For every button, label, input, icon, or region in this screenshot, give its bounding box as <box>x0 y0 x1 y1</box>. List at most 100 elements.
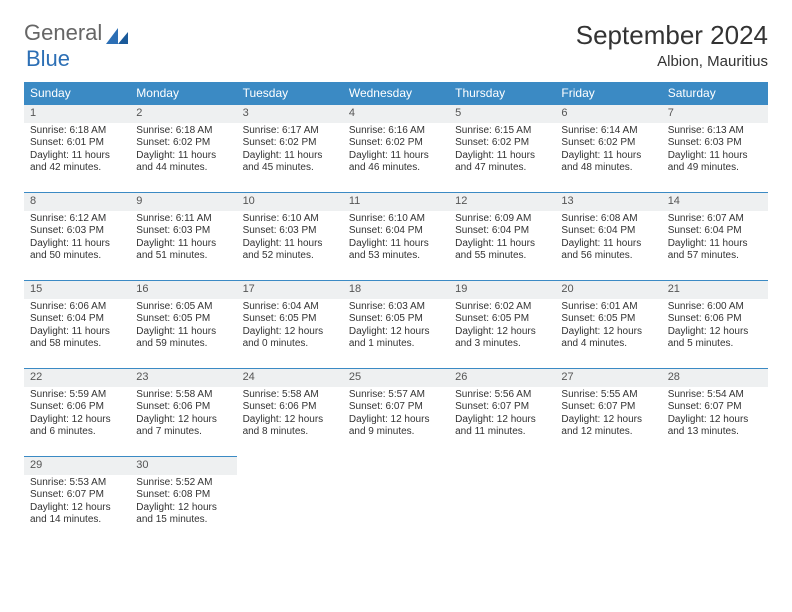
day-details: Sunrise: 6:05 AMSunset: 6:05 PMDaylight:… <box>130 299 236 355</box>
day-details: Sunrise: 6:17 AMSunset: 6:02 PMDaylight:… <box>237 123 343 179</box>
day-details: Sunrise: 6:01 AMSunset: 6:05 PMDaylight:… <box>555 299 661 355</box>
day-number: 11 <box>343 193 449 211</box>
day-cell: 15Sunrise: 6:06 AMSunset: 6:04 PMDayligh… <box>24 281 130 369</box>
day-details: Sunrise: 6:14 AMSunset: 6:02 PMDaylight:… <box>555 123 661 179</box>
day-details: Sunrise: 6:18 AMSunset: 6:01 PMDaylight:… <box>24 123 130 179</box>
day-details: Sunrise: 6:11 AMSunset: 6:03 PMDaylight:… <box>130 211 236 267</box>
empty-cell <box>662 457 768 545</box>
day-number: 29 <box>24 457 130 475</box>
day-details: Sunrise: 5:52 AMSunset: 6:08 PMDaylight:… <box>130 475 236 531</box>
weekday-header: Saturday <box>662 82 768 105</box>
day-cell: 19Sunrise: 6:02 AMSunset: 6:05 PMDayligh… <box>449 281 555 369</box>
day-cell: 6Sunrise: 6:14 AMSunset: 6:02 PMDaylight… <box>555 105 661 193</box>
day-cell: 4Sunrise: 6:16 AMSunset: 6:02 PMDaylight… <box>343 105 449 193</box>
day-details: Sunrise: 6:04 AMSunset: 6:05 PMDaylight:… <box>237 299 343 355</box>
day-number: 5 <box>449 105 555 123</box>
day-details: Sunrise: 6:09 AMSunset: 6:04 PMDaylight:… <box>449 211 555 267</box>
day-number: 12 <box>449 193 555 211</box>
day-cell: 27Sunrise: 5:55 AMSunset: 6:07 PMDayligh… <box>555 369 661 457</box>
day-cell: 26Sunrise: 5:56 AMSunset: 6:07 PMDayligh… <box>449 369 555 457</box>
day-details: Sunrise: 5:58 AMSunset: 6:06 PMDaylight:… <box>237 387 343 443</box>
day-cell: 21Sunrise: 6:00 AMSunset: 6:06 PMDayligh… <box>662 281 768 369</box>
day-cell: 16Sunrise: 6:05 AMSunset: 6:05 PMDayligh… <box>130 281 236 369</box>
day-details: Sunrise: 6:15 AMSunset: 6:02 PMDaylight:… <box>449 123 555 179</box>
day-cell: 30Sunrise: 5:52 AMSunset: 6:08 PMDayligh… <box>130 457 236 545</box>
day-details: Sunrise: 6:08 AMSunset: 6:04 PMDaylight:… <box>555 211 661 267</box>
day-number: 20 <box>555 281 661 299</box>
day-cell: 5Sunrise: 6:15 AMSunset: 6:02 PMDaylight… <box>449 105 555 193</box>
weekday-header: Monday <box>130 82 236 105</box>
day-details: Sunrise: 6:02 AMSunset: 6:05 PMDaylight:… <box>449 299 555 355</box>
day-number: 13 <box>555 193 661 211</box>
day-cell: 11Sunrise: 6:10 AMSunset: 6:04 PMDayligh… <box>343 193 449 281</box>
day-number: 9 <box>130 193 236 211</box>
weekday-header: Sunday <box>24 82 130 105</box>
day-number: 14 <box>662 193 768 211</box>
calendar-header: SundayMondayTuesdayWednesdayThursdayFrid… <box>24 82 768 105</box>
day-cell: 23Sunrise: 5:58 AMSunset: 6:06 PMDayligh… <box>130 369 236 457</box>
day-details: Sunrise: 5:59 AMSunset: 6:06 PMDaylight:… <box>24 387 130 443</box>
day-cell: 9Sunrise: 6:11 AMSunset: 6:03 PMDaylight… <box>130 193 236 281</box>
day-details: Sunrise: 6:06 AMSunset: 6:04 PMDaylight:… <box>24 299 130 355</box>
day-details: Sunrise: 6:16 AMSunset: 6:02 PMDaylight:… <box>343 123 449 179</box>
empty-cell <box>237 457 343 545</box>
day-number: 8 <box>24 193 130 211</box>
empty-cell <box>343 457 449 545</box>
day-details: Sunrise: 6:13 AMSunset: 6:03 PMDaylight:… <box>662 123 768 179</box>
day-number: 25 <box>343 369 449 387</box>
day-details: Sunrise: 6:03 AMSunset: 6:05 PMDaylight:… <box>343 299 449 355</box>
day-number: 15 <box>24 281 130 299</box>
day-cell: 1Sunrise: 6:18 AMSunset: 6:01 PMDaylight… <box>24 105 130 193</box>
day-details: Sunrise: 5:56 AMSunset: 6:07 PMDaylight:… <box>449 387 555 443</box>
calendar-body: 1Sunrise: 6:18 AMSunset: 6:01 PMDaylight… <box>24 105 768 545</box>
day-number: 4 <box>343 105 449 123</box>
day-number: 30 <box>130 457 236 475</box>
day-cell: 8Sunrise: 6:12 AMSunset: 6:03 PMDaylight… <box>24 193 130 281</box>
day-number: 17 <box>237 281 343 299</box>
day-details: Sunrise: 5:54 AMSunset: 6:07 PMDaylight:… <box>662 387 768 443</box>
calendar-table: SundayMondayTuesdayWednesdayThursdayFrid… <box>24 82 768 545</box>
day-number: 21 <box>662 281 768 299</box>
day-cell: 17Sunrise: 6:04 AMSunset: 6:05 PMDayligh… <box>237 281 343 369</box>
day-details: Sunrise: 6:12 AMSunset: 6:03 PMDaylight:… <box>24 211 130 267</box>
day-number: 24 <box>237 369 343 387</box>
day-number: 2 <box>130 105 236 123</box>
location: Albion, Mauritius <box>576 53 768 70</box>
weekday-header: Tuesday <box>237 82 343 105</box>
day-cell: 7Sunrise: 6:13 AMSunset: 6:03 PMDaylight… <box>662 105 768 193</box>
day-number: 18 <box>343 281 449 299</box>
day-cell: 29Sunrise: 5:53 AMSunset: 6:07 PMDayligh… <box>24 457 130 545</box>
day-details: Sunrise: 6:18 AMSunset: 6:02 PMDaylight:… <box>130 123 236 179</box>
day-number: 26 <box>449 369 555 387</box>
day-number: 19 <box>449 281 555 299</box>
day-details: Sunrise: 6:10 AMSunset: 6:04 PMDaylight:… <box>343 211 449 267</box>
weekday-header: Thursday <box>449 82 555 105</box>
logo: General <box>24 20 132 46</box>
day-number: 10 <box>237 193 343 211</box>
logo-text-1: General <box>24 20 102 46</box>
day-details: Sunrise: 5:57 AMSunset: 6:07 PMDaylight:… <box>343 387 449 443</box>
day-cell: 14Sunrise: 6:07 AMSunset: 6:04 PMDayligh… <box>662 193 768 281</box>
day-number: 7 <box>662 105 768 123</box>
day-cell: 24Sunrise: 5:58 AMSunset: 6:06 PMDayligh… <box>237 369 343 457</box>
day-details: Sunrise: 6:00 AMSunset: 6:06 PMDaylight:… <box>662 299 768 355</box>
day-cell: 18Sunrise: 6:03 AMSunset: 6:05 PMDayligh… <box>343 281 449 369</box>
day-cell: 25Sunrise: 5:57 AMSunset: 6:07 PMDayligh… <box>343 369 449 457</box>
month-title: September 2024 <box>576 20 768 51</box>
day-number: 23 <box>130 369 236 387</box>
day-details: Sunrise: 5:55 AMSunset: 6:07 PMDaylight:… <box>555 387 661 443</box>
day-cell: 22Sunrise: 5:59 AMSunset: 6:06 PMDayligh… <box>24 369 130 457</box>
day-number: 6 <box>555 105 661 123</box>
logo-mark-icon <box>106 24 128 42</box>
empty-cell <box>449 457 555 545</box>
day-details: Sunrise: 5:53 AMSunset: 6:07 PMDaylight:… <box>24 475 130 531</box>
title-block: September 2024 Albion, Mauritius <box>576 20 768 70</box>
day-number: 22 <box>24 369 130 387</box>
day-number: 1 <box>24 105 130 123</box>
empty-cell <box>555 457 661 545</box>
day-cell: 2Sunrise: 6:18 AMSunset: 6:02 PMDaylight… <box>130 105 236 193</box>
day-cell: 10Sunrise: 6:10 AMSunset: 6:03 PMDayligh… <box>237 193 343 281</box>
day-cell: 13Sunrise: 6:08 AMSunset: 6:04 PMDayligh… <box>555 193 661 281</box>
logo-text-2: Blue <box>26 46 70 71</box>
day-cell: 20Sunrise: 6:01 AMSunset: 6:05 PMDayligh… <box>555 281 661 369</box>
